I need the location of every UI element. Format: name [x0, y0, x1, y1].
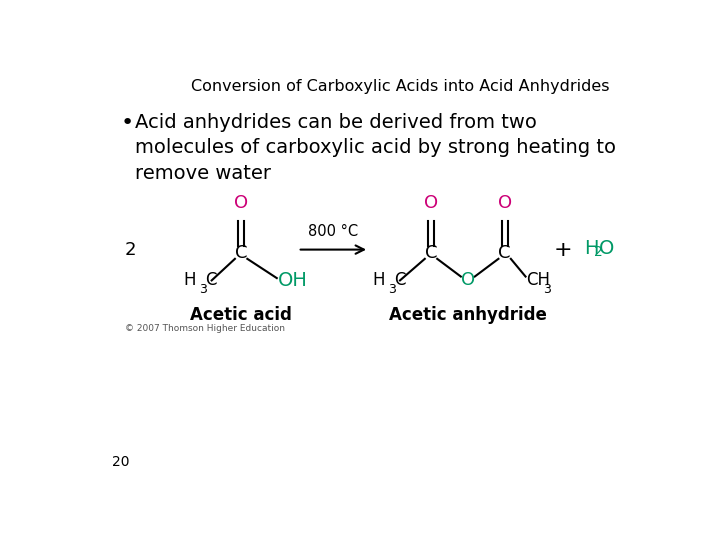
- Text: O: O: [599, 239, 615, 258]
- Text: 3: 3: [387, 284, 395, 296]
- Text: 2: 2: [125, 241, 136, 259]
- Text: 20: 20: [112, 455, 129, 469]
- Text: C: C: [498, 245, 511, 262]
- Text: H: H: [585, 239, 599, 258]
- Text: 3: 3: [544, 284, 552, 296]
- Text: C: C: [394, 272, 405, 289]
- Text: © 2007 Thomson Higher Education: © 2007 Thomson Higher Education: [125, 323, 285, 333]
- Text: 2: 2: [594, 245, 603, 259]
- Text: O: O: [461, 272, 475, 289]
- Text: O: O: [424, 194, 438, 212]
- Text: Conversion of Carboxylic Acids into Acid Anhydrides: Conversion of Carboxylic Acids into Acid…: [191, 79, 609, 93]
- Text: CH: CH: [526, 272, 550, 289]
- Text: Acid anhydrides can be derived from two
molecules of carboxylic acid by strong h: Acid anhydrides can be derived from two …: [135, 112, 616, 183]
- Text: 800 °C: 800 °C: [308, 224, 359, 239]
- Text: Acetic anhydride: Acetic anhydride: [389, 306, 546, 324]
- Text: C: C: [235, 245, 248, 262]
- Text: •: •: [121, 113, 134, 133]
- Text: O: O: [234, 194, 248, 212]
- Text: 3: 3: [199, 284, 207, 296]
- Text: C: C: [205, 272, 217, 289]
- Text: C: C: [425, 245, 437, 262]
- Text: +: +: [554, 240, 572, 260]
- Text: O: O: [498, 194, 512, 212]
- Text: Acetic acid: Acetic acid: [190, 306, 292, 324]
- Text: OH: OH: [279, 271, 308, 290]
- Text: H: H: [372, 272, 384, 289]
- Text: H: H: [184, 272, 196, 289]
